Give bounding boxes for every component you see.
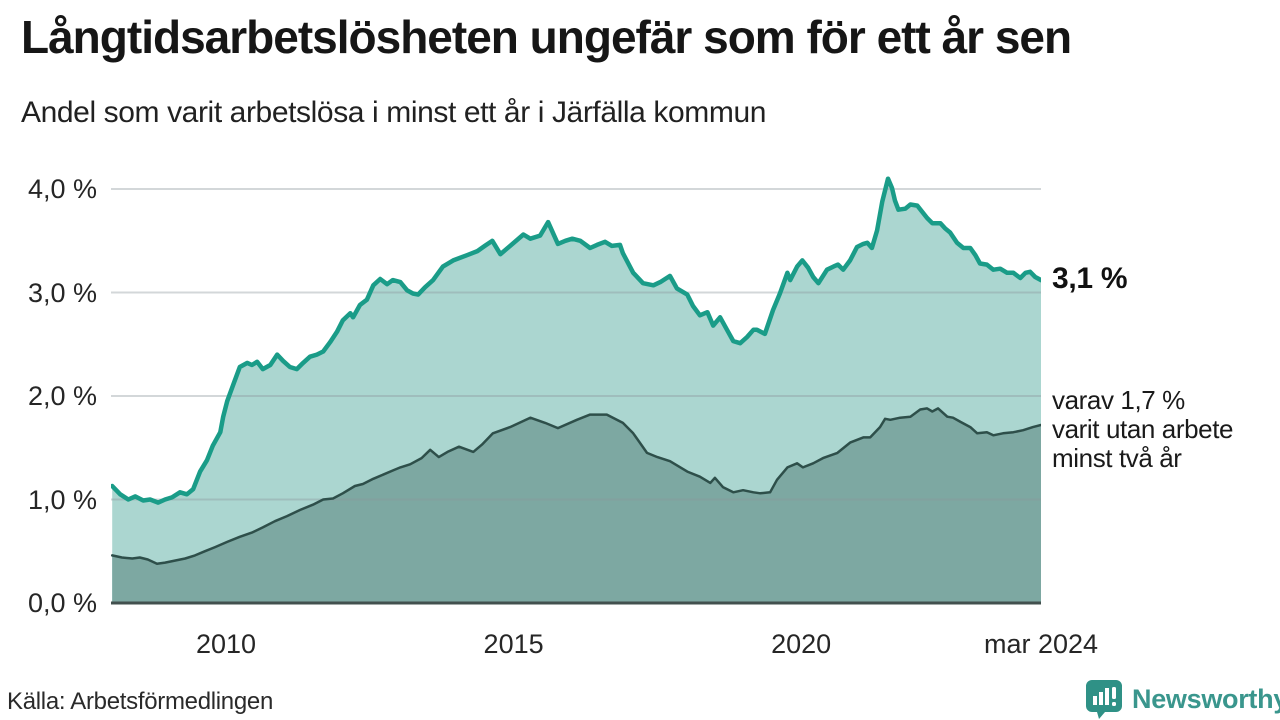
newsworthy-logo-text: Newsworthy (1132, 683, 1280, 714)
source-credit: Källa: Arbetsförmedlingen (7, 688, 273, 715)
y-tick-label: 1,0 % (27, 484, 97, 515)
x-tick-label: 2010 (195, 629, 257, 659)
area-chart (111, 176, 1041, 605)
annotation-subset-value: varav 1,7 % varit utan arbete minst två … (1052, 386, 1233, 473)
x-tick-label: mar 2024 (983, 629, 1099, 659)
x-tick-label: 2015 (483, 629, 544, 659)
page-subtitle: Andel som varit arbetslösa i minst ett å… (21, 96, 767, 129)
annotation-subset-line-2: varit utan arbete (1052, 414, 1234, 444)
annotation-subset-line-3: minst två år (1052, 443, 1182, 473)
series-line-total (111, 176, 1041, 505)
annotation-latest-total-value: 3,1 % (1052, 262, 1128, 295)
y-tick-label: 2,0 % (27, 381, 97, 411)
y-tick-label: 3,0 % (27, 277, 97, 308)
newsworthy-logo-icon (1086, 680, 1122, 719)
y-tick-label: 0,0 % (27, 588, 97, 618)
y-tick-label: 4,0 % (27, 174, 97, 204)
series-line-subset (111, 407, 1041, 565)
series-area-subset (112, 408, 1041, 603)
page-title: Långtidsarbetslösheten ungefär som för e… (21, 11, 1072, 63)
annotation-subset-line-1: varav 1,7 % (1052, 385, 1185, 415)
x-tick-label: 2020 (771, 629, 832, 659)
newsworthy-logo: Newsworthy (1085, 679, 1280, 719)
